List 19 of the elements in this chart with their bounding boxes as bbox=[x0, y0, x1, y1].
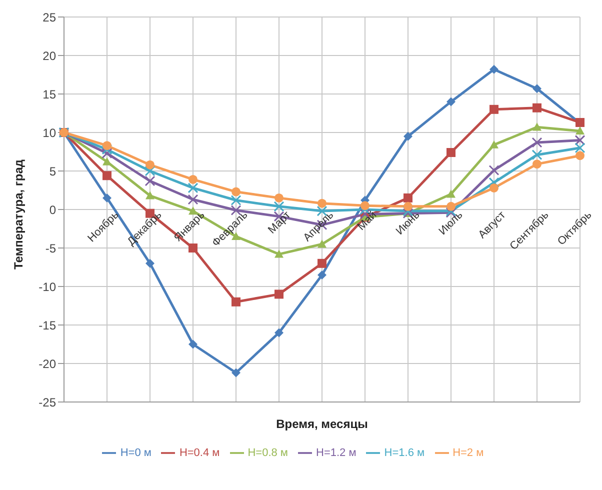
y-tick-label: 15 bbox=[42, 87, 56, 102]
y-tick-label: 5 bbox=[49, 164, 56, 178]
y-tick-label: -10 bbox=[38, 280, 56, 294]
y-tick-label: -5 bbox=[45, 241, 56, 256]
y-tick-label: -15 bbox=[38, 318, 56, 332]
legend-label: H=1.2 м bbox=[316, 446, 356, 459]
legend-label: H=0.4 м bbox=[179, 446, 220, 459]
y-tick-label: 0 bbox=[49, 202, 56, 217]
legend-label: H=0 м bbox=[120, 446, 152, 459]
y-tick-label: -25 bbox=[38, 395, 56, 410]
y-axis-title: Температура, град bbox=[11, 159, 26, 270]
y-tick-label: 25 bbox=[42, 10, 56, 24]
legend-label: H=2 м bbox=[452, 446, 484, 459]
y-tick-label: 20 bbox=[42, 48, 56, 63]
y-tick-label: 10 bbox=[42, 126, 56, 140]
y-tick-label: -20 bbox=[38, 356, 56, 371]
legend-label: H=0.8 м bbox=[248, 446, 288, 459]
legend-label: H=1.6 м bbox=[384, 446, 425, 459]
x-axis-title: Время, месяцы bbox=[276, 417, 368, 431]
